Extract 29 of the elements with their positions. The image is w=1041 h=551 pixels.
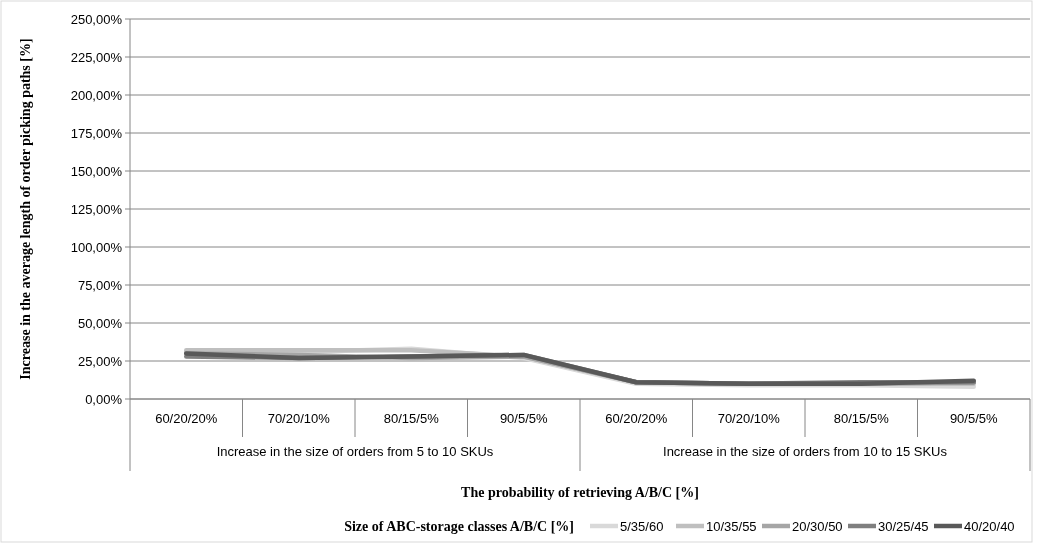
y-tick-label: 100,00% — [70, 239, 123, 255]
y-tick-label: 25,00% — [77, 353, 123, 369]
x-tick-label: 90/5/5% — [499, 411, 549, 426]
text: Increase in the size of orders from 10 to 15 SKUs — [663, 444, 948, 459]
x-tick-label: 60/20/20% — [605, 411, 668, 426]
y-tick-label: 225,00% — [70, 49, 123, 65]
x-axis-title: The probability of retrieving A/B/C [%] — [461, 485, 699, 500]
x-tick-label: 70/20/10% — [267, 411, 331, 426]
x-tick-label: 80/15/5% — [833, 411, 890, 426]
legend-title: Size of ABC-storage classes A/B/C [%] — [344, 518, 574, 534]
legend-label: 30/25/45 — [878, 518, 929, 534]
x-tick-label: 80/15/5% — [383, 411, 440, 426]
y-tick-label: 50,00% — [77, 315, 123, 331]
x-tick-label: 90/5/5% — [949, 411, 999, 426]
y-tick-label: 125,00% — [70, 201, 123, 217]
legend-label: 10/35/55 — [706, 518, 757, 534]
x-tick-label: 60/20/20% — [155, 411, 218, 426]
x-tick-label: 70/20/10% — [717, 411, 781, 426]
y-tick-label: 75,00% — [77, 277, 123, 293]
y-tick-label: 250,00% — [70, 11, 123, 27]
legend-label: 20/30/50 — [792, 518, 843, 534]
y-tick-label: 150,00% — [70, 163, 123, 179]
legend-label: 5/35/60 — [620, 518, 664, 534]
y-tick-label: 200,00% — [70, 87, 123, 103]
y-axis-title: Increase in the average length of order picking paths [%] — [18, 38, 33, 380]
y-tick-label: 175,00% — [70, 125, 123, 141]
y-tick-label: 0,00% — [85, 391, 123, 407]
text: Increase in the size of orders from 5 to 10 SKUs — [216, 444, 494, 459]
legend-label: 40/20/40 — [964, 518, 1015, 534]
